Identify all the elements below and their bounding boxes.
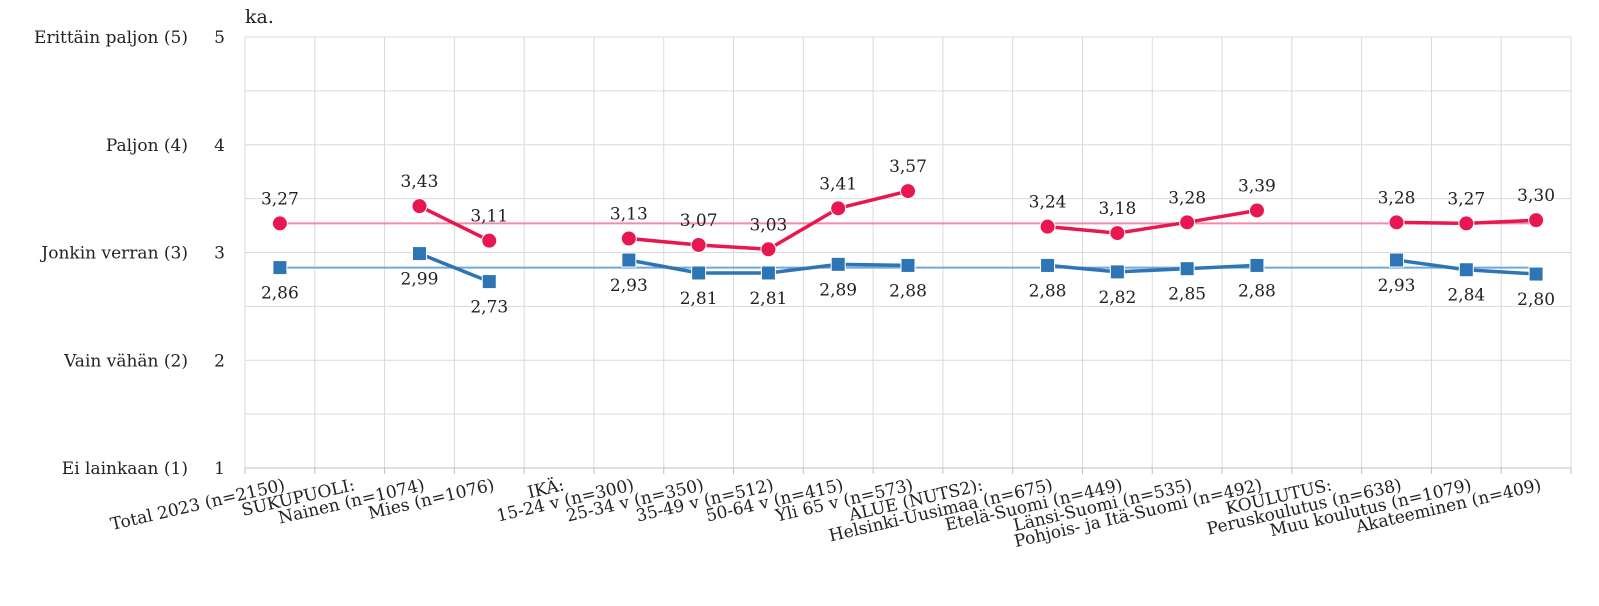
data-label: 2,80 bbox=[1517, 290, 1555, 310]
data-label: 3,27 bbox=[261, 189, 299, 209]
data-point bbox=[1180, 215, 1195, 230]
y-tick-label: 1 bbox=[214, 459, 225, 479]
data-point bbox=[691, 237, 706, 252]
y-tick-label: 4 bbox=[214, 136, 225, 156]
data-label: 3,07 bbox=[680, 211, 718, 231]
data-label: 3,43 bbox=[401, 172, 439, 192]
data-label: 3,18 bbox=[1098, 199, 1136, 219]
data-label: 2,73 bbox=[470, 298, 508, 318]
data-point bbox=[901, 184, 916, 199]
y-category-label: Erittäin paljon (5) bbox=[34, 28, 188, 48]
data-label: 2,84 bbox=[1447, 286, 1485, 306]
data-point bbox=[1110, 265, 1124, 279]
data-point bbox=[831, 257, 845, 271]
data-label: 3,41 bbox=[819, 174, 857, 194]
data-point bbox=[1180, 262, 1194, 276]
y-category-label: Jonkin verran (3) bbox=[39, 244, 188, 264]
data-point bbox=[273, 261, 287, 275]
data-label: 2,89 bbox=[819, 280, 857, 300]
y-unit-label: ka. bbox=[245, 6, 274, 28]
data-point bbox=[761, 266, 775, 280]
data-label: 2,88 bbox=[1238, 281, 1276, 301]
data-point bbox=[622, 253, 636, 267]
data-point bbox=[621, 231, 636, 246]
data-point bbox=[482, 233, 497, 248]
data-label: 3,13 bbox=[610, 204, 648, 224]
data-point bbox=[1041, 258, 1055, 272]
data-point bbox=[412, 247, 426, 261]
y-category-label: Ei lainkaan (1) bbox=[62, 459, 188, 479]
data-label: 3,39 bbox=[1238, 176, 1276, 196]
x-tick-label: Mies (n=1076) bbox=[366, 475, 496, 523]
data-point bbox=[901, 258, 915, 272]
data-label: 2,99 bbox=[401, 270, 439, 290]
data-label: 3,11 bbox=[470, 207, 508, 227]
series-line bbox=[699, 245, 769, 249]
data-label: 2,85 bbox=[1168, 285, 1206, 305]
data-point bbox=[761, 242, 776, 257]
data-label: 3,30 bbox=[1517, 186, 1555, 206]
data-label: 3,28 bbox=[1378, 188, 1416, 208]
y-tick-label: 2 bbox=[214, 351, 225, 371]
series-line bbox=[1466, 270, 1536, 274]
series bbox=[272, 184, 1543, 289]
data-point bbox=[1250, 258, 1264, 272]
data-point bbox=[1459, 216, 1474, 231]
data-label: 2,93 bbox=[610, 276, 648, 296]
data-label: 2,93 bbox=[1378, 276, 1416, 296]
data-point bbox=[482, 275, 496, 289]
data-point bbox=[272, 216, 287, 231]
data-point bbox=[1040, 219, 1055, 234]
data-label: 2,88 bbox=[1029, 281, 1067, 301]
data-point bbox=[1459, 263, 1473, 277]
series-line bbox=[838, 264, 908, 265]
data-point bbox=[1529, 213, 1544, 228]
series-line bbox=[1397, 222, 1467, 223]
grid bbox=[245, 37, 1571, 468]
data-point bbox=[1390, 253, 1404, 267]
y-tick-label: 3 bbox=[214, 244, 225, 264]
y-category-label: Paljon (4) bbox=[106, 136, 188, 156]
y-category-label: Vain vähän (2) bbox=[63, 351, 188, 371]
data-point bbox=[1110, 226, 1125, 241]
data-label: 2,81 bbox=[749, 289, 787, 309]
data-label: 3,24 bbox=[1029, 193, 1067, 213]
data-label: 3,03 bbox=[749, 215, 787, 235]
data-point bbox=[1529, 267, 1543, 281]
data-point bbox=[1249, 203, 1264, 218]
data-label: 2,86 bbox=[261, 284, 299, 304]
data-point bbox=[412, 199, 427, 214]
data-point bbox=[831, 201, 846, 216]
data-label: 3,27 bbox=[1447, 189, 1485, 209]
series-line bbox=[1117, 269, 1187, 272]
y-tick-label: 5 bbox=[214, 28, 225, 48]
data-label: 3,28 bbox=[1168, 188, 1206, 208]
data-point bbox=[1389, 215, 1404, 230]
data-label: 2,81 bbox=[680, 289, 718, 309]
data-label: 3,57 bbox=[889, 157, 927, 177]
data-label: 2,88 bbox=[889, 281, 927, 301]
data-labels: 3,27 3,43 3,11 3,13 3,07 3,03 3,41 3,57 3,24 3,18… bbox=[261, 157, 1555, 318]
data-label: 2,82 bbox=[1098, 288, 1136, 308]
data-point bbox=[692, 266, 706, 280]
